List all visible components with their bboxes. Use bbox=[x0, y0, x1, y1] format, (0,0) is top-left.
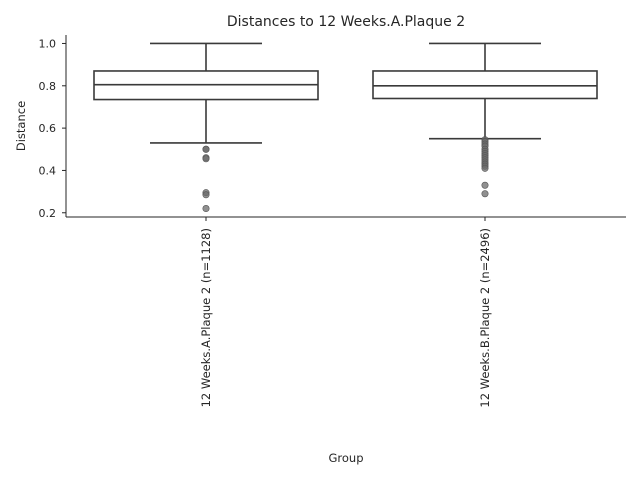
outlier-point bbox=[202, 191, 210, 199]
y-ticks: 0.2 0.4 0.6 0.8 1.0 bbox=[39, 37, 66, 220]
iqr-box bbox=[372, 70, 598, 100]
outlier-point bbox=[481, 181, 489, 189]
boxes bbox=[93, 42, 598, 213]
x-category-labels: 12 Weeks.A.Plaque 2 (n=1128) 12 Weeks.B.P… bbox=[199, 217, 492, 408]
y-tick-label: 1.0 bbox=[39, 37, 57, 50]
x-axis-label: Group bbox=[328, 451, 363, 465]
x-category-label: 12 Weeks.A.Plaque 2 (n=1128) bbox=[199, 228, 213, 407]
y-tick-label: 0.8 bbox=[39, 80, 57, 93]
outlier-point bbox=[202, 205, 210, 213]
y-tick-label: 0.4 bbox=[39, 164, 57, 177]
outlier-point bbox=[481, 164, 489, 172]
outlier-point bbox=[202, 145, 210, 153]
y-tick-label: 0.2 bbox=[39, 207, 57, 220]
chart-title: Distances to 12 Weeks.A.Plaque 2 bbox=[227, 14, 465, 30]
x-category-label: 12 Weeks.B.Plaque 2 (n=2496) bbox=[478, 228, 492, 408]
box-group bbox=[93, 42, 319, 213]
y-tick-label: 0.6 bbox=[39, 122, 57, 135]
box-group bbox=[372, 42, 598, 198]
y-axis-label: Distance bbox=[14, 101, 28, 151]
outlier-point bbox=[481, 190, 489, 198]
outlier-point bbox=[202, 155, 210, 163]
